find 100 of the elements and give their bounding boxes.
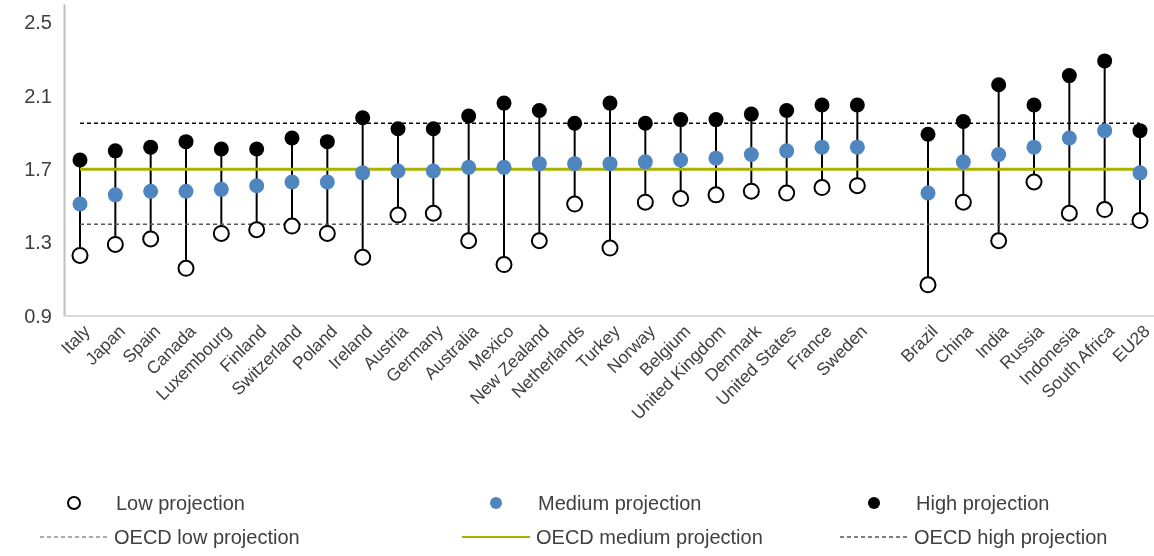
y-tick-label: 1.7	[24, 158, 52, 181]
point	[778, 184, 796, 202]
point	[779, 143, 795, 159]
point	[814, 139, 830, 155]
point	[71, 246, 89, 264]
point	[955, 154, 971, 170]
legend-label: Medium projection	[538, 492, 702, 514]
point	[849, 97, 865, 113]
point	[1131, 212, 1149, 230]
point	[991, 77, 1007, 93]
point	[355, 165, 371, 181]
point	[1097, 53, 1113, 69]
point	[530, 232, 548, 250]
point	[672, 190, 690, 208]
point	[284, 130, 300, 146]
point	[284, 174, 300, 190]
legend-label: OECD medium projection	[536, 526, 763, 548]
point	[813, 179, 831, 197]
point	[531, 156, 547, 172]
point	[390, 121, 406, 137]
point	[178, 183, 194, 199]
point	[954, 193, 972, 211]
point	[531, 102, 547, 118]
point	[602, 95, 618, 111]
point	[212, 224, 230, 242]
point	[178, 134, 194, 150]
point	[1132, 123, 1148, 139]
point	[779, 102, 795, 118]
point	[319, 174, 335, 190]
point	[1132, 165, 1148, 181]
point	[1025, 173, 1043, 191]
point	[637, 115, 653, 131]
point	[1060, 204, 1078, 222]
point	[249, 141, 265, 157]
point	[249, 178, 265, 194]
point	[213, 141, 229, 157]
point	[1061, 130, 1077, 146]
point	[142, 230, 160, 248]
point	[637, 154, 653, 170]
y-tick-label: 2.1	[24, 84, 52, 107]
point	[355, 110, 371, 126]
point	[461, 159, 477, 175]
point	[566, 195, 584, 213]
legend-label: High projection	[916, 492, 1050, 514]
point	[743, 106, 759, 122]
point	[743, 146, 759, 162]
point	[814, 97, 830, 113]
point	[143, 139, 159, 155]
point	[354, 248, 372, 266]
point	[319, 134, 335, 150]
point	[1061, 68, 1077, 84]
point	[107, 143, 123, 159]
point	[424, 204, 442, 222]
point	[461, 108, 477, 124]
point	[106, 235, 124, 253]
point	[567, 156, 583, 172]
point	[495, 256, 513, 274]
legend-label: OECD high projection	[914, 526, 1108, 548]
point	[1026, 97, 1042, 113]
point	[1026, 139, 1042, 155]
point	[919, 276, 937, 294]
point	[742, 182, 760, 200]
point	[425, 121, 441, 137]
point	[708, 112, 724, 128]
point	[425, 163, 441, 179]
point	[707, 186, 725, 204]
point	[636, 193, 654, 211]
point	[496, 95, 512, 111]
legend-label: Low projection	[116, 492, 245, 514]
point	[1096, 201, 1114, 219]
point	[990, 232, 1008, 250]
y-tick-label: 0.9	[24, 304, 52, 327]
y-tick-label: 2.5	[24, 11, 52, 34]
point	[673, 112, 689, 128]
point	[72, 196, 88, 212]
point	[389, 206, 407, 224]
point	[602, 156, 618, 172]
point	[848, 177, 866, 195]
point	[72, 152, 88, 168]
point	[849, 139, 865, 155]
point	[567, 115, 583, 131]
point	[496, 159, 512, 175]
point	[283, 217, 301, 235]
point	[601, 239, 619, 257]
point	[143, 183, 159, 199]
point	[390, 163, 406, 179]
point	[248, 221, 266, 239]
point	[673, 152, 689, 168]
point	[920, 126, 936, 142]
point	[107, 187, 123, 203]
point	[177, 259, 195, 277]
y-tick-label: 1.3	[24, 231, 52, 254]
point	[318, 224, 336, 242]
point	[920, 185, 936, 201]
point	[460, 232, 478, 250]
point	[955, 113, 971, 129]
point	[1097, 123, 1113, 139]
point	[708, 150, 724, 166]
legend-label: OECD low projection	[114, 526, 300, 548]
point	[213, 181, 229, 197]
